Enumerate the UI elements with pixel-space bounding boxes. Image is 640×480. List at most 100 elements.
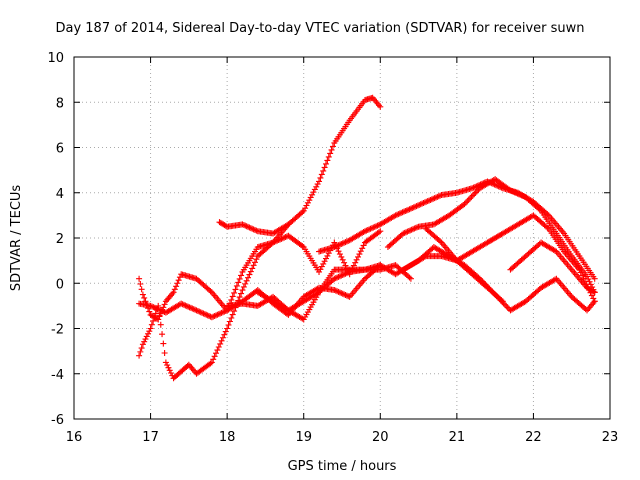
data-point <box>339 240 346 247</box>
data-point <box>328 146 335 153</box>
data-point <box>197 309 204 316</box>
data-point <box>395 211 402 218</box>
data-point <box>345 237 352 244</box>
data-point <box>424 198 431 205</box>
data-point <box>211 312 218 319</box>
data-point <box>231 289 238 296</box>
data-point <box>334 288 341 295</box>
data-point <box>208 359 215 366</box>
data-point <box>400 208 407 215</box>
data-point <box>514 190 521 197</box>
data-point <box>210 356 217 363</box>
data-point <box>142 298 149 305</box>
data-point <box>307 194 314 201</box>
data-point <box>591 298 598 305</box>
data-point <box>240 283 247 290</box>
data-point <box>498 297 505 304</box>
data-point <box>405 228 412 235</box>
data-point <box>587 281 594 288</box>
data-point <box>236 294 243 301</box>
series-track-2 <box>136 221 292 382</box>
data-point <box>219 309 226 316</box>
data-point <box>325 153 332 160</box>
data-point <box>166 367 173 374</box>
data-point <box>585 276 592 283</box>
data-point <box>355 253 362 260</box>
data-point <box>335 288 342 295</box>
data-point <box>468 193 475 200</box>
data-point <box>341 239 348 246</box>
data-point <box>175 277 182 284</box>
data-point <box>401 229 408 236</box>
data-point <box>217 340 224 347</box>
data-point <box>336 289 343 296</box>
data-point <box>391 213 398 220</box>
data-point <box>471 190 478 197</box>
data-point <box>221 331 228 338</box>
data-point <box>186 304 193 311</box>
data-point <box>492 182 499 189</box>
data-point <box>342 239 349 246</box>
data-point <box>419 200 426 207</box>
data-point <box>403 229 410 236</box>
data-point <box>396 210 403 217</box>
data-point <box>158 307 165 314</box>
data-point <box>536 206 543 213</box>
data-point <box>138 286 145 293</box>
data-point <box>250 226 257 233</box>
data-point <box>245 223 252 230</box>
data-point <box>246 224 253 231</box>
data-point <box>143 333 150 340</box>
data-point <box>409 204 416 211</box>
series-track-6 <box>254 262 414 323</box>
data-point <box>421 199 428 206</box>
data-point <box>515 191 522 198</box>
data-point <box>207 288 214 295</box>
data-point <box>338 240 345 247</box>
x-tick-label: 20 <box>372 430 389 445</box>
data-point <box>335 242 342 249</box>
data-point <box>203 311 210 318</box>
data-point <box>341 291 348 298</box>
data-point <box>316 178 323 185</box>
data-point <box>338 290 345 297</box>
data-point <box>321 164 328 171</box>
data-point <box>228 296 235 303</box>
data-point <box>278 235 285 242</box>
data-point <box>464 198 471 205</box>
data-point <box>410 226 417 233</box>
data-point <box>435 193 442 200</box>
data-point <box>225 322 232 329</box>
data-point <box>271 238 278 245</box>
y-axis-label: SDTVAR / TECUs <box>9 185 24 292</box>
y-tick-label: 6 <box>56 142 64 157</box>
data-point <box>377 103 384 110</box>
data-point <box>591 289 598 296</box>
data-point <box>313 183 320 190</box>
data-point <box>430 195 437 202</box>
data-point <box>164 362 171 369</box>
data-point <box>150 304 157 311</box>
data-point <box>162 359 169 366</box>
data-point <box>406 206 413 213</box>
data-point <box>217 310 224 317</box>
data-point <box>417 201 424 208</box>
data-point <box>148 321 155 328</box>
data-point <box>311 186 318 193</box>
data-point <box>187 304 194 311</box>
data-point <box>167 369 174 376</box>
data-point <box>243 277 250 284</box>
data-point <box>317 266 324 273</box>
data-point <box>366 226 373 233</box>
data-point <box>147 325 154 332</box>
data-point <box>302 205 309 212</box>
data-point <box>246 271 253 278</box>
data-point <box>272 238 279 245</box>
data-point <box>251 226 258 233</box>
data-point <box>321 258 328 265</box>
data-point <box>142 336 149 343</box>
data-point <box>228 315 235 322</box>
data-point <box>161 350 168 357</box>
data-point <box>519 193 526 200</box>
data-point <box>173 283 180 290</box>
